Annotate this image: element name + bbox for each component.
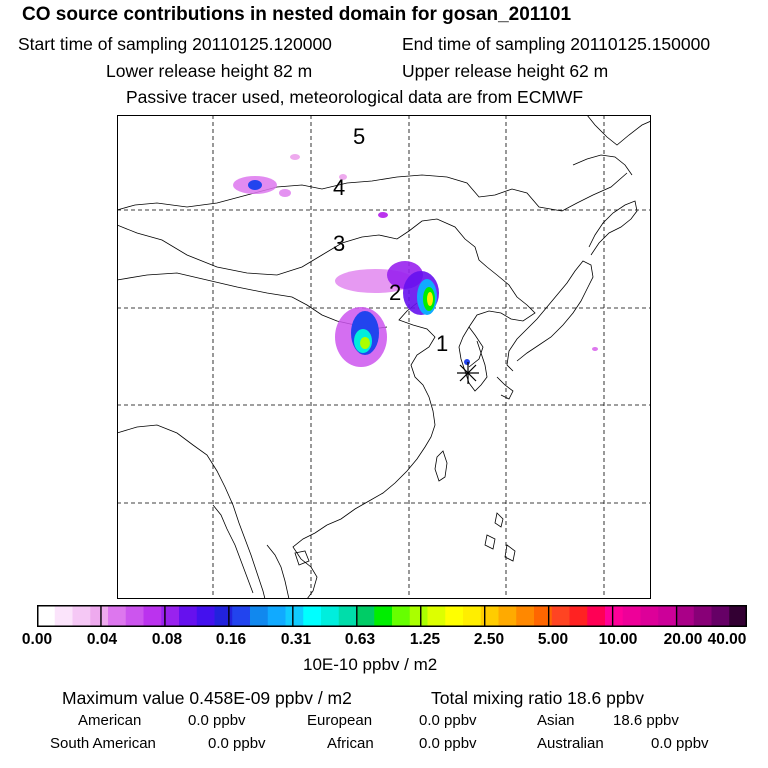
colorbar-segment — [711, 605, 730, 627]
colorbar-segment — [427, 605, 446, 627]
colorbar-tick: 5.00 — [537, 631, 569, 648]
colorbar-segment — [37, 605, 56, 627]
colorbar-tick: 1.25 — [409, 631, 441, 648]
colorbar-segment — [108, 605, 127, 627]
map-label-1: 1 — [436, 331, 449, 356]
colorbar-segment — [232, 605, 251, 627]
colorbar-segment — [605, 605, 624, 627]
colorbar-segment — [463, 605, 482, 627]
colorbar-segment — [587, 605, 606, 627]
plume-core — [360, 337, 370, 349]
european-value: 0.0 ppbv — [419, 712, 477, 729]
colorbar-segment — [161, 605, 180, 627]
colorbar-segment — [214, 605, 233, 627]
plume-core — [464, 359, 470, 365]
plume-core — [427, 292, 433, 306]
south-american-label: South American — [50, 735, 156, 752]
max-value: Maximum value 0.458E-09 ppbv / m2 — [62, 688, 352, 708]
colorbar-segment — [72, 605, 91, 627]
plume-patch — [339, 174, 347, 180]
south-american-value: 0.0 ppbv — [208, 735, 266, 752]
colorbar-segment — [622, 605, 641, 627]
colorbar-tick: 0.08 — [151, 631, 183, 648]
colorbar-segment — [392, 605, 411, 627]
asian-value: 18.6 ppbv — [613, 712, 679, 729]
american-value: 0.0 ppbv — [188, 712, 246, 729]
map-label-4: 4 — [333, 175, 346, 200]
colorbar-tick: 40.00 — [707, 631, 747, 648]
plume-core — [248, 180, 262, 190]
colorbar-tick: 0.04 — [86, 631, 118, 648]
colorbar-segment — [534, 605, 553, 627]
african-label: African — [327, 735, 374, 752]
australian-value: 0.0 ppbv — [651, 735, 709, 752]
plume-patch — [592, 347, 598, 351]
colorbar-segment — [321, 605, 340, 627]
colorbar-segment — [480, 605, 499, 627]
african-value: 0.0 ppbv — [419, 735, 477, 752]
map-label-5: 5 — [353, 124, 366, 149]
map-title: CO source contributions in nested domain… — [22, 4, 572, 25]
colorbar-segment — [498, 605, 517, 627]
upper-release-height: Upper release height 62 m — [402, 61, 609, 81]
map-panel — [117, 115, 651, 599]
colorbar-segment — [179, 605, 198, 627]
coastlines — [117, 115, 651, 599]
map-frame — [117, 115, 651, 599]
colorbar-segment — [693, 605, 712, 627]
total-mixing-ratio: Total mixing ratio 18.6 ppbv — [431, 688, 645, 708]
colorbar-segment — [338, 605, 357, 627]
colorbar-segment — [356, 605, 375, 627]
colorbar-segment — [143, 605, 162, 627]
colorbar-segment — [640, 605, 659, 627]
colorbar-tick: 0.00 — [21, 631, 53, 648]
colorbar-border — [37, 605, 747, 627]
european-label: European — [307, 712, 373, 729]
colorbar-unit: 10E-10 ppbv / m2 — [303, 655, 438, 674]
colorbar-segment — [196, 605, 215, 627]
plume-patch — [279, 189, 291, 197]
colorbar-segment — [658, 605, 677, 627]
tracer-note: Passive tracer used, meteorological data… — [126, 87, 584, 107]
american-label: American — [78, 712, 142, 729]
colorbar-segment — [569, 605, 588, 627]
colorbar-segment — [54, 605, 73, 627]
colorbar-segment — [374, 605, 393, 627]
colorbar-segment — [676, 605, 695, 627]
colorbar-segment — [125, 605, 144, 627]
colorbar-tick: 2.50 — [473, 631, 505, 648]
colorbar-tick: 0.31 — [280, 631, 312, 648]
grid-lines — [117, 115, 651, 599]
colorbar-tick: 10.00 — [598, 631, 638, 648]
lower-release-height: Lower release height 82 m — [106, 61, 313, 81]
colorbar-segment — [285, 605, 304, 627]
colorbar-tick: 20.00 — [663, 631, 703, 648]
end-time: End time of sampling 20110125.150000 — [402, 34, 711, 54]
colorbar — [37, 605, 747, 627]
colorbar-segment — [551, 605, 570, 627]
colorbar-segment — [445, 605, 464, 627]
colorbar-segment — [250, 605, 269, 627]
colorbar-segment — [267, 605, 286, 627]
start-time: Start time of sampling 20110125.120000 — [18, 34, 332, 54]
colorbar-segment — [729, 605, 747, 627]
colorbar-segment — [516, 605, 535, 627]
receptor-marker — [457, 362, 479, 384]
colorbar-segment — [90, 605, 109, 627]
colorbar-segment — [303, 605, 322, 627]
map-label-3: 3 — [333, 231, 346, 256]
plume-contributions — [233, 154, 598, 367]
map-label-2: 2 — [389, 280, 402, 305]
plume-patch — [378, 212, 388, 218]
australian-label: Australian — [537, 735, 604, 752]
colorbar-segment — [409, 605, 428, 627]
plume-patch — [290, 154, 300, 160]
asian-label: Asian — [537, 712, 575, 729]
colorbar-tick: 0.16 — [215, 631, 247, 648]
colorbar-tick: 0.63 — [344, 631, 376, 648]
